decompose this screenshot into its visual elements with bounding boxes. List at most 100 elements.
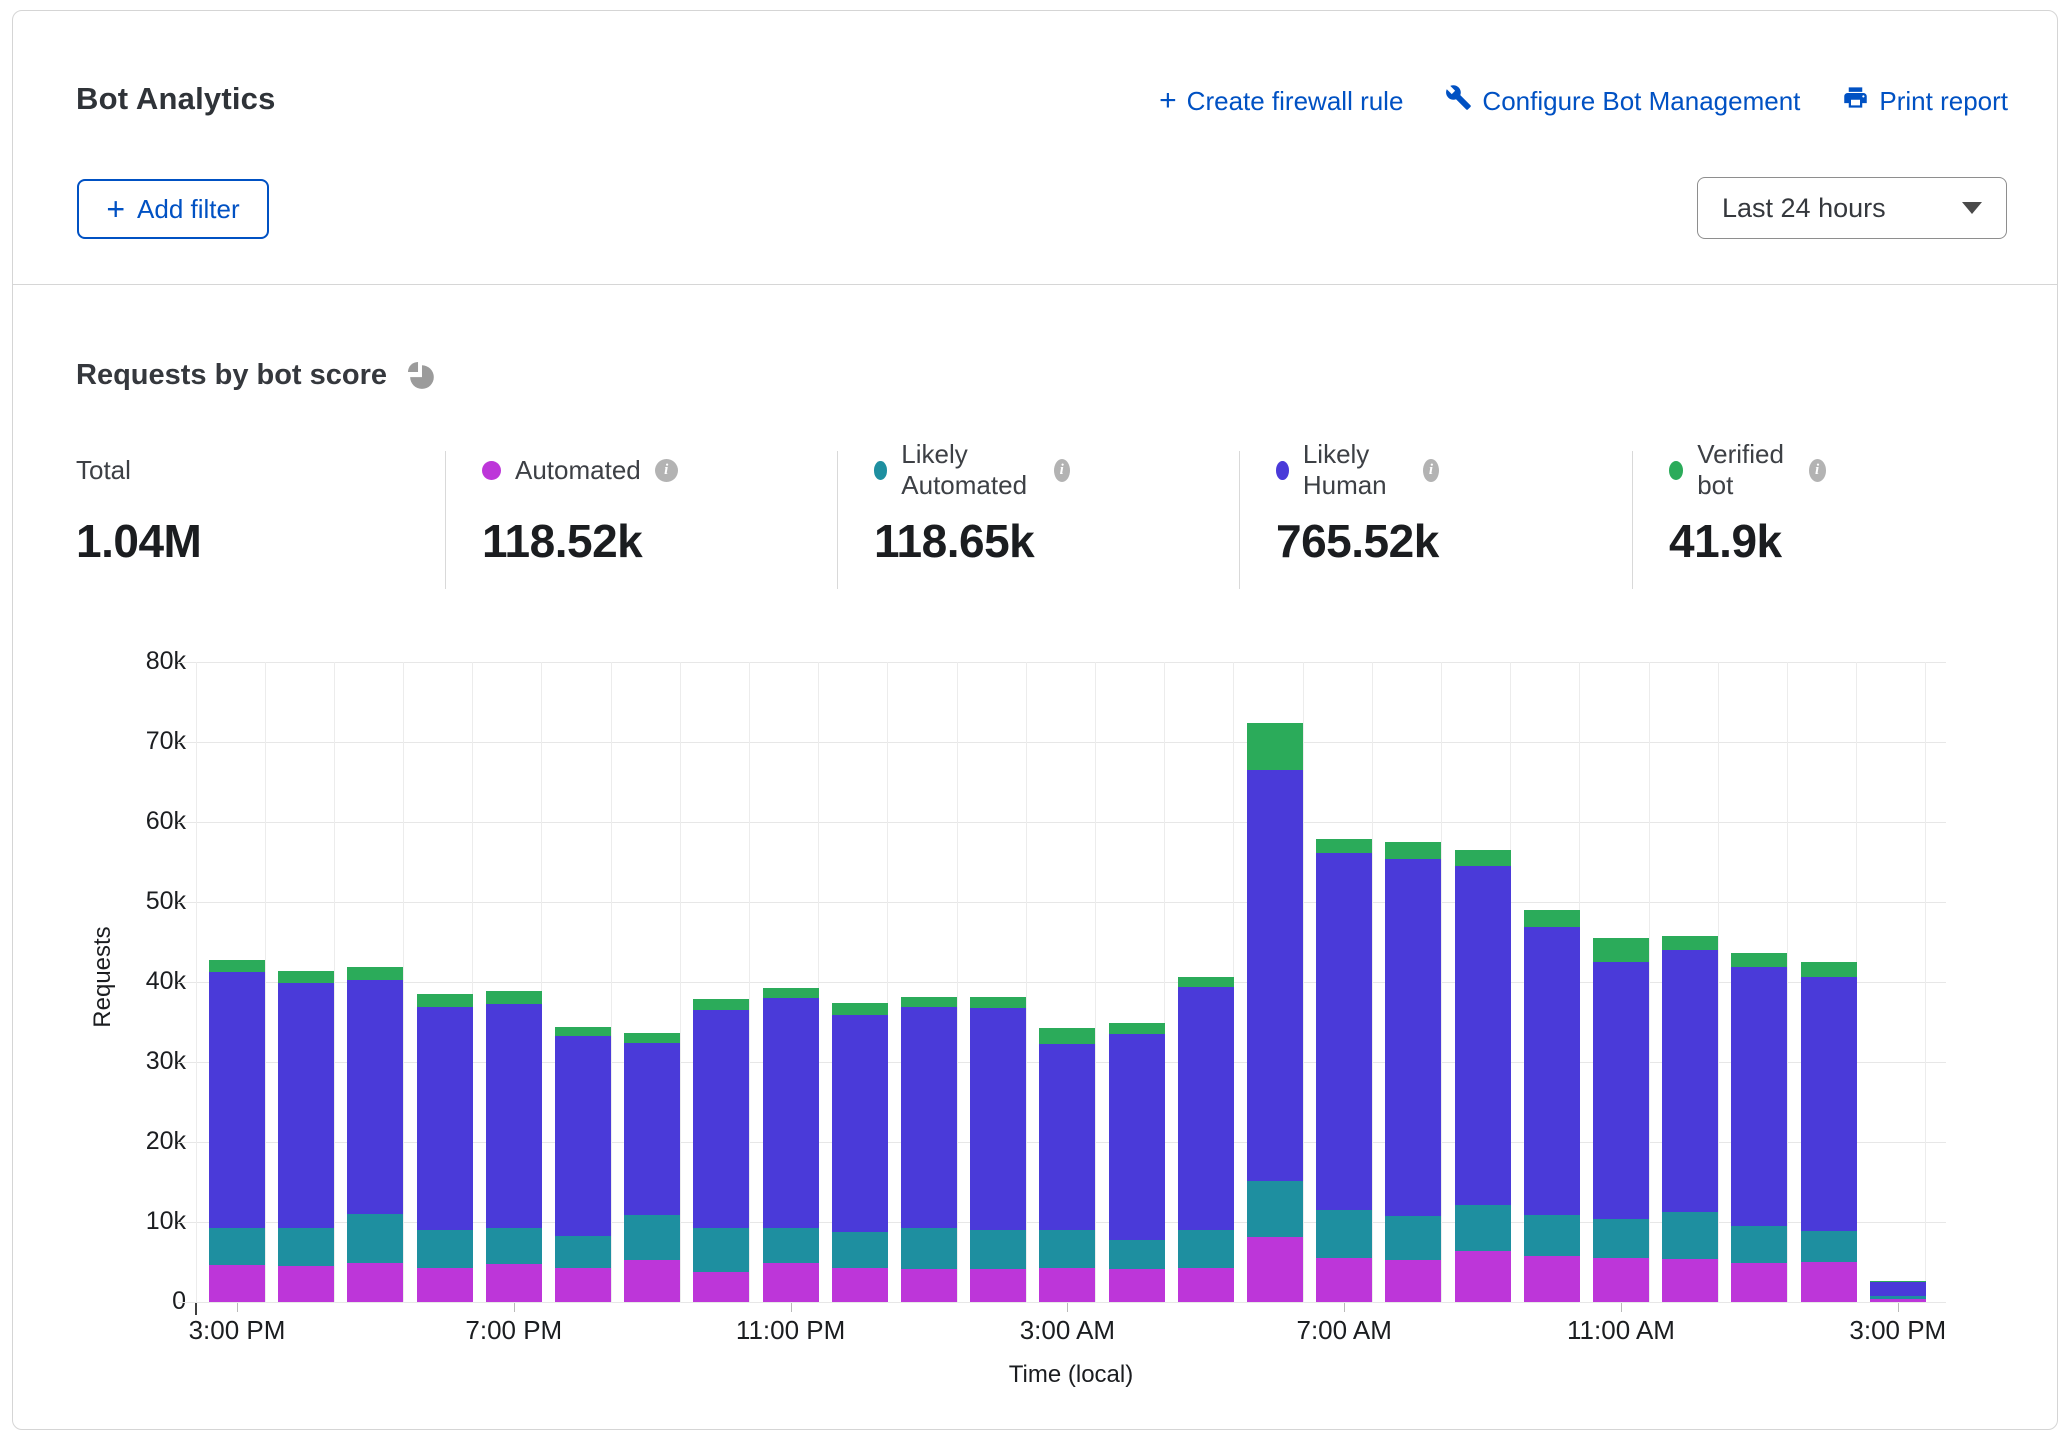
segment-likely-human [1524, 927, 1580, 1215]
segment-automated [486, 1264, 542, 1302]
create-firewall-rule-link[interactable]: + Create firewall rule [1159, 86, 1403, 117]
stacked-bar-chart [196, 656, 1946, 1303]
segment-automated [1109, 1269, 1165, 1302]
bar-300am[interactable] [1039, 1028, 1095, 1302]
section-heading: Requests by bot score [76, 359, 437, 392]
segment-likely-automated [1524, 1215, 1580, 1256]
create-firewall-rule-label: Create firewall rule [1187, 86, 1404, 117]
segment-verified-bot [1247, 723, 1303, 770]
stat-likely-automated-value: 118.65k [874, 514, 1070, 568]
bar-900am[interactable] [1455, 850, 1511, 1302]
bar-200pm[interactable] [1801, 962, 1857, 1302]
segment-likely-automated [1593, 1219, 1649, 1258]
segment-automated [1039, 1268, 1095, 1302]
time-range-value: Last 24 hours [1722, 193, 1886, 224]
x-axis-labels: 3:00 PM7:00 PM11:00 PM3:00 AM7:00 AM11:0… [196, 1315, 1946, 1349]
segment-verified-bot [763, 988, 819, 998]
bar-900pm[interactable] [624, 1033, 680, 1302]
bar-300pm[interactable] [209, 960, 265, 1302]
bar-1200pm[interactable] [1662, 936, 1718, 1302]
segment-verified-bot [1109, 1023, 1165, 1034]
stat-divider [1632, 451, 1633, 589]
bar-1000am[interactable] [1524, 910, 1580, 1302]
segment-likely-human [832, 1015, 888, 1233]
x-tick [1067, 1303, 1068, 1312]
segment-likely-human [1316, 853, 1372, 1210]
y-tick-label: 0 [13, 1287, 186, 1316]
bar-800am[interactable] [1385, 842, 1441, 1302]
v-gridline [1925, 662, 1926, 1303]
bar-300pm[interactable] [1870, 1281, 1926, 1302]
bar-700pm[interactable] [486, 991, 542, 1302]
bar-200am[interactable] [970, 997, 1026, 1302]
info-icon[interactable]: i [655, 459, 678, 482]
segment-likely-human [1247, 770, 1303, 1181]
y-tick-label: 30k [13, 1047, 186, 1076]
stat-likely-human-label: Likely Human [1303, 439, 1409, 501]
bar-600pm[interactable] [417, 994, 473, 1302]
bar-1200am[interactable] [832, 1003, 888, 1302]
y-axis-labels: 010k20k30k40k50k60k70k80k [13, 656, 186, 1316]
x-tick-label: 7:00 PM [465, 1315, 562, 1346]
segment-automated [763, 1263, 819, 1302]
time-range-select[interactable]: Last 24 hours [1697, 177, 2007, 239]
segment-likely-automated [832, 1232, 888, 1267]
bar-100pm[interactable] [1731, 953, 1787, 1302]
x-tick-label: 3:00 AM [1020, 1315, 1115, 1346]
segment-likely-automated [1455, 1205, 1511, 1251]
segment-likely-automated [347, 1214, 403, 1263]
segment-likely-automated [1109, 1240, 1165, 1270]
bar-500pm[interactable] [347, 967, 403, 1302]
x-tick [1344, 1303, 1345, 1312]
add-filter-button[interactable]: + Add filter [77, 179, 269, 239]
stat-verified-bot-label: Verified bot [1697, 439, 1794, 501]
stat-verified-bot-value: 41.9k [1669, 514, 1826, 568]
bar-600am[interactable] [1247, 723, 1303, 1302]
segment-automated [555, 1268, 611, 1302]
bar-100am[interactable] [901, 997, 957, 1302]
segment-automated [347, 1263, 403, 1302]
bar-1000pm[interactable] [693, 999, 749, 1302]
bar-700am[interactable] [1316, 839, 1372, 1302]
segment-automated [970, 1269, 1026, 1302]
segment-verified-bot [1385, 842, 1441, 859]
segment-likely-human [1593, 962, 1649, 1219]
info-icon[interactable]: i [1423, 459, 1439, 482]
h-gridline [178, 742, 1946, 743]
segment-verified-bot [209, 960, 265, 971]
bar-400am[interactable] [1109, 1023, 1165, 1302]
segment-likely-human [1801, 977, 1857, 1231]
bar-800pm[interactable] [555, 1027, 611, 1302]
segment-likely-human [1385, 859, 1441, 1216]
bar-400pm[interactable] [278, 971, 334, 1302]
print-report-link[interactable]: Print report [1842, 84, 2008, 118]
segment-verified-bot [278, 971, 334, 983]
add-filter-label: Add filter [137, 194, 240, 225]
info-icon[interactable]: i [1054, 459, 1070, 482]
stat-total-label: Total [76, 455, 131, 486]
segment-automated [693, 1272, 749, 1302]
bar-1100pm[interactable] [763, 988, 819, 1302]
info-icon[interactable]: i [1809, 459, 1826, 482]
segment-likely-human [555, 1036, 611, 1236]
segment-likely-human [209, 972, 265, 1229]
segment-likely-automated [278, 1228, 334, 1266]
configure-bot-management-link[interactable]: Configure Bot Management [1445, 84, 1800, 118]
segment-verified-bot [970, 997, 1026, 1007]
segment-likely-automated [1039, 1230, 1095, 1268]
segment-verified-bot [1316, 839, 1372, 853]
segment-automated [417, 1268, 473, 1302]
segment-automated [1247, 1237, 1303, 1302]
stat-divider [837, 451, 838, 589]
y-tick-label: 80k [13, 647, 186, 676]
pie-chart-icon [405, 360, 437, 392]
segment-likely-automated [693, 1228, 749, 1271]
bar-500am[interactable] [1178, 977, 1234, 1302]
segment-likely-human [901, 1007, 957, 1229]
wrench-icon [1445, 84, 1472, 118]
x-tick-label: 11:00 AM [1567, 1315, 1675, 1346]
segment-automated [1801, 1262, 1857, 1302]
h-gridline [178, 822, 1946, 823]
segment-verified-bot [1662, 936, 1718, 950]
bar-1100am[interactable] [1593, 938, 1649, 1302]
